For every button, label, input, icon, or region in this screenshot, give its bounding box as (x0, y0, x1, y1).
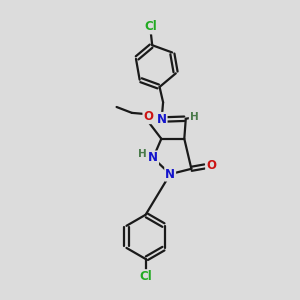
Text: O: O (143, 110, 153, 123)
Text: N: N (165, 168, 175, 181)
Text: O: O (206, 159, 216, 172)
Text: N: N (148, 152, 158, 164)
Text: N: N (157, 113, 166, 126)
Text: Cl: Cl (139, 270, 152, 283)
Text: H: H (190, 112, 198, 122)
Text: Cl: Cl (144, 20, 157, 33)
Text: H: H (137, 149, 146, 159)
